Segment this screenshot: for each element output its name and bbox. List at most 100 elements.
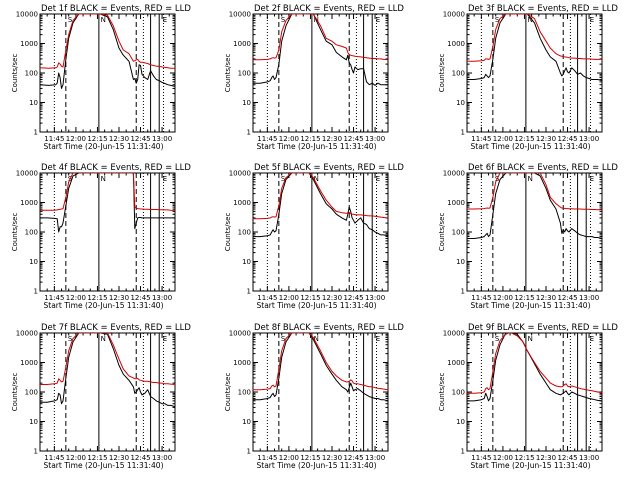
events-series-line xyxy=(40,14,175,89)
marker-e: E xyxy=(376,335,380,343)
x-tick-label: 12:00 xyxy=(493,294,513,302)
marker-n: N xyxy=(314,335,319,343)
chart-title: Det 8f BLACK = Events, RED = LLD xyxy=(254,323,404,333)
y-tick-label: 10000 xyxy=(16,170,38,178)
x-tick-label: 12:30 xyxy=(109,454,129,462)
x-axis-label: Start Time (20-Jun-15 11:31:40) xyxy=(471,301,591,310)
chart-title: Det 5f BLACK = Events, RED = LLD xyxy=(254,163,404,173)
marker-e: E xyxy=(376,175,380,183)
x-tick-label: 12:30 xyxy=(322,294,342,302)
y-tick-label: 1000 xyxy=(20,199,38,207)
x-tick-label: 12:15 xyxy=(300,294,320,302)
x-tick-label: 12:15 xyxy=(87,454,107,462)
x-tick-label: 12:45 xyxy=(130,454,150,462)
x-tick-label: 12:45 xyxy=(343,294,363,302)
y-axis-label: Counts/sec xyxy=(224,373,232,412)
y-tick-label: 100 xyxy=(25,229,38,237)
saa-marker-s: S xyxy=(495,335,500,343)
x-tick-label: 12:15 xyxy=(300,135,320,143)
y-tick-label: 1000 xyxy=(20,40,38,48)
y-tick-label: 10000 xyxy=(16,11,38,19)
y-tick-label: 10 xyxy=(29,99,38,107)
y-tick-label: 1 xyxy=(34,288,38,296)
saa-marker-s: S xyxy=(68,335,73,343)
x-tick-label: 12:15 xyxy=(87,294,107,302)
marker-n: N xyxy=(528,335,533,343)
plot-frame xyxy=(466,332,603,452)
marker-e: E xyxy=(590,175,594,183)
series-group xyxy=(40,173,175,233)
x-tick-label: 11:45 xyxy=(257,294,277,302)
y-tick-label: 10000 xyxy=(443,330,465,338)
x-tick-label: 12:45 xyxy=(343,454,363,462)
x-tick-label: 12:30 xyxy=(109,135,129,143)
x-tick-label: 13:00 xyxy=(579,294,599,302)
events-series-line xyxy=(467,173,602,239)
chart-title: Det 7f BLACK = Events, RED = LLD xyxy=(41,323,191,333)
lld-series-line xyxy=(253,14,388,61)
events-series-line xyxy=(253,14,388,86)
plot-frame xyxy=(39,332,176,452)
saa-marker-s: S xyxy=(281,16,286,24)
chart-title: Det 3f BLACK = Events, RED = LLD xyxy=(468,4,618,14)
x-tick-label: 12:30 xyxy=(322,135,342,143)
series-group xyxy=(253,173,388,238)
series-group xyxy=(253,14,388,86)
x-tick-label: 12:45 xyxy=(557,454,577,462)
y-tick-label: 10 xyxy=(456,258,465,266)
marker-e: E xyxy=(163,335,167,343)
y-tick-label: 10000 xyxy=(443,170,465,178)
chart-title: Det 6f BLACK = Events, RED = LLD xyxy=(468,163,618,173)
marker-e: E xyxy=(590,16,594,24)
y-axis-label: Counts/sec xyxy=(11,213,19,252)
x-tick-label: 12:15 xyxy=(514,294,534,302)
y-tick-label: 100 xyxy=(452,70,465,78)
y-tick-label: 1 xyxy=(461,288,465,296)
x-tick-label: 11:45 xyxy=(44,454,64,462)
y-tick-label: 1 xyxy=(247,129,251,137)
y-axis-label: Counts/sec xyxy=(438,213,446,252)
y-tick-label: 10000 xyxy=(229,170,251,178)
marker-n: N xyxy=(528,16,533,24)
x-tick-label: 12:30 xyxy=(322,454,342,462)
y-tick-label: 10000 xyxy=(229,330,251,338)
chart-panel-9: Det 9f BLACK = Events, RED = LLD 1 10 100 10… xyxy=(438,323,618,470)
x-tick-label: 12:15 xyxy=(514,135,534,143)
y-tick-label: 10 xyxy=(29,418,38,426)
chart-panel-5: Det 5f BLACK = Events, RED = LLD 1 10 100 10… xyxy=(224,163,404,310)
x-tick-label: 11:45 xyxy=(257,135,277,143)
y-tick-label: 100 xyxy=(238,389,251,397)
saa-marker-s: S xyxy=(281,335,286,343)
chart-title: Det 2f BLACK = Events, RED = LLD xyxy=(254,4,404,14)
y-tick-label: 100 xyxy=(452,229,465,237)
x-axis-label: Start Time (20-Jun-15 11:31:40) xyxy=(44,301,164,310)
lld-series-line xyxy=(467,333,602,394)
lld-series-line xyxy=(253,333,388,391)
x-tick-label: 12:00 xyxy=(279,454,299,462)
x-axis-label: Start Time (20-Jun-15 11:31:40) xyxy=(471,461,591,470)
x-tick-label: 12:15 xyxy=(87,135,107,143)
y-tick-label: 1000 xyxy=(20,359,38,367)
y-axis-label: Counts/sec xyxy=(224,213,232,252)
saa-marker-s: S xyxy=(68,16,73,24)
x-tick-label: 11:45 xyxy=(471,454,491,462)
x-tick-label: 12:00 xyxy=(66,135,86,143)
y-tick-label: 10 xyxy=(456,418,465,426)
y-tick-label: 10 xyxy=(242,99,251,107)
x-tick-label: 11:45 xyxy=(471,294,491,302)
x-tick-label: 12:30 xyxy=(536,135,556,143)
x-tick-label: 12:15 xyxy=(514,454,534,462)
lld-series-line xyxy=(253,173,388,220)
events-series-line xyxy=(467,14,602,82)
x-tick-label: 11:45 xyxy=(44,135,64,143)
x-tick-label: 12:00 xyxy=(66,294,86,302)
y-tick-label: 1000 xyxy=(447,199,465,207)
events-series-line xyxy=(253,333,388,402)
y-axis-label: Counts/sec xyxy=(11,54,19,93)
y-tick-label: 10000 xyxy=(443,11,465,19)
chart-panel-4: Det 4f BLACK = Events, RED = LLD 1 10 100 10… xyxy=(11,163,191,310)
series-group xyxy=(467,333,602,402)
plot-frame xyxy=(39,172,176,292)
x-tick-label: 11:45 xyxy=(471,135,491,143)
y-tick-label: 100 xyxy=(25,389,38,397)
